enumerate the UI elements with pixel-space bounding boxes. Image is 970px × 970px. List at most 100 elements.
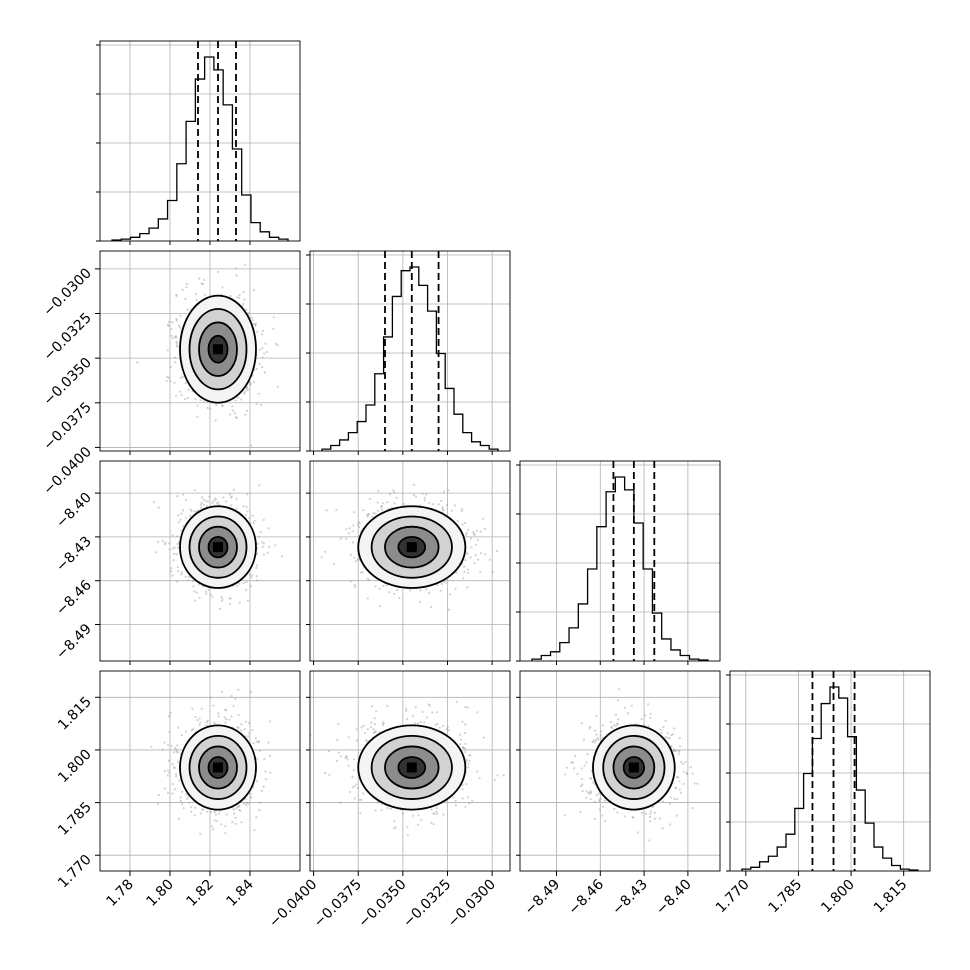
sample-point (237, 804, 240, 807)
sample-point (254, 323, 257, 326)
sample-point (467, 796, 470, 799)
sample-point (427, 703, 430, 706)
sample-point (236, 296, 239, 299)
sample-point (263, 352, 266, 355)
sample-point (173, 746, 177, 750)
sample-point (412, 493, 416, 497)
sample-point (224, 708, 227, 711)
sample-point (276, 385, 280, 388)
grid (100, 41, 300, 241)
sample-point (438, 726, 441, 729)
sample-point (193, 489, 196, 492)
sample-point (398, 597, 401, 600)
sample-point (685, 771, 688, 775)
sample-point (337, 751, 340, 754)
sample-point (175, 319, 178, 322)
sample-point (199, 812, 202, 815)
sample-point (337, 722, 340, 725)
sample-point (345, 528, 348, 531)
sample-point (221, 597, 224, 600)
sample-point (206, 406, 209, 410)
sample-point (261, 329, 264, 333)
sample-point (358, 522, 361, 525)
sample-point (435, 807, 439, 810)
sample-point (446, 725, 449, 729)
sample-point (229, 294, 232, 297)
sample-point (466, 568, 469, 571)
sample-point (163, 770, 167, 773)
sample-point (345, 755, 348, 758)
sample-point (166, 349, 169, 352)
sample-point (171, 574, 174, 577)
sample-point (175, 336, 178, 339)
sample-point (262, 785, 265, 788)
contour-line (384, 745, 440, 790)
sample-point (441, 506, 444, 509)
sample-point (205, 592, 208, 595)
sample-point (262, 542, 265, 545)
sample-point (251, 514, 254, 517)
sample-point (377, 489, 380, 493)
sample-point (172, 559, 175, 562)
sample-point (176, 751, 179, 754)
sample-point (166, 791, 170, 795)
sample-point (202, 503, 205, 506)
sample-point (352, 511, 356, 514)
sample-point (396, 589, 399, 592)
sample-point (411, 814, 415, 817)
sample-point (419, 589, 422, 592)
sample-point (171, 792, 174, 795)
sample-point (255, 740, 258, 743)
sample-point (349, 553, 352, 556)
sample-point (154, 551, 157, 554)
sample-point (237, 726, 240, 730)
sample-point (649, 820, 652, 823)
sample-point (372, 728, 375, 731)
sample-point (176, 495, 179, 498)
sample-point (373, 731, 376, 734)
sample-point (355, 728, 358, 731)
grid (520, 461, 720, 661)
sample-point (250, 796, 253, 799)
sample-point (214, 813, 217, 816)
sample-point (371, 515, 374, 518)
sample-point (175, 293, 178, 296)
sample-point (380, 505, 383, 508)
sample-point (161, 748, 164, 751)
sample-point (214, 419, 217, 422)
sample-point (263, 758, 266, 761)
contour-line (188, 308, 248, 391)
sample-point (380, 803, 383, 806)
sample-point (386, 806, 389, 810)
sample-point (200, 501, 203, 504)
sample-point (235, 274, 238, 277)
sample-point (186, 308, 189, 311)
sample-point (323, 550, 327, 553)
sample-point (251, 574, 254, 577)
sample-point (405, 707, 408, 710)
sample-point (269, 771, 272, 774)
sample-point (393, 502, 396, 505)
sample-point (679, 791, 683, 794)
sample-point (370, 721, 373, 724)
sample-point (238, 601, 241, 604)
sample-point (474, 553, 477, 557)
sample-point (230, 496, 233, 499)
sample-point (380, 508, 383, 511)
sample-point (173, 356, 177, 359)
sample-point (461, 746, 465, 750)
sample-point (411, 715, 414, 718)
sample-point (196, 719, 199, 722)
sample-point (245, 588, 248, 591)
sample-point (181, 288, 184, 291)
sample-point (182, 525, 185, 528)
sample-point (245, 389, 248, 392)
contour-line (179, 505, 257, 589)
sample-point (469, 537, 472, 540)
sample-point (419, 720, 422, 724)
sample-point (179, 314, 182, 317)
sample-point (482, 517, 485, 520)
sample-point (246, 409, 249, 412)
sample-point (205, 504, 208, 508)
